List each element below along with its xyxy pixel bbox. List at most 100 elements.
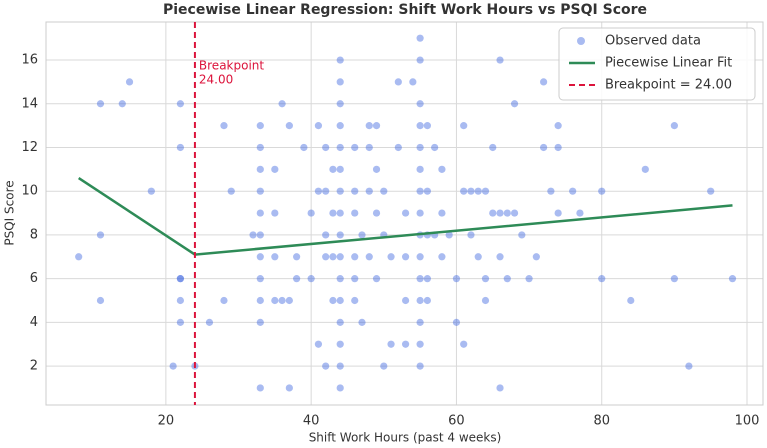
data-point [423, 122, 431, 130]
data-point [401, 209, 410, 217]
y-tick-label: 14 [21, 96, 38, 111]
y-axis-label: PSQI Score [3, 180, 17, 245]
data-point [358, 318, 366, 326]
data-point [271, 296, 279, 305]
data-point [423, 296, 431, 305]
data-point [438, 253, 446, 261]
data-point [372, 122, 381, 130]
data-point [322, 143, 330, 152]
data-point [474, 253, 482, 261]
data-point [380, 362, 388, 370]
data-point [336, 318, 344, 326]
data-point [336, 340, 344, 348]
data-point [641, 165, 649, 173]
data-point [147, 187, 155, 195]
data-point [365, 143, 373, 152]
data-point [467, 187, 475, 195]
data-point [416, 100, 424, 108]
data-point [176, 100, 184, 108]
legend-label: Breakpoint = 24.00 [605, 78, 732, 93]
data-point [285, 384, 293, 392]
data-point [336, 187, 344, 195]
data-point [336, 362, 344, 370]
data-point [125, 78, 134, 86]
data-point [496, 209, 504, 217]
data-point [336, 100, 344, 108]
data-point [525, 275, 533, 283]
data-point [256, 275, 264, 283]
data-point [176, 275, 184, 283]
data-point [423, 187, 431, 195]
data-point [96, 231, 105, 239]
data-point [256, 253, 264, 261]
data-point [416, 187, 424, 195]
data-point [431, 143, 439, 152]
data-point [329, 296, 337, 305]
data-point [220, 296, 228, 305]
data-point [336, 231, 344, 239]
data-point [416, 34, 424, 42]
data-point [372, 165, 381, 173]
data-point [322, 362, 330, 370]
data-point [307, 209, 315, 217]
data-point [336, 56, 344, 64]
data-point [336, 384, 344, 392]
data-point [481, 296, 490, 305]
data-point [351, 209, 359, 217]
data-point [271, 253, 279, 261]
chart-title: Piecewise Linear Regression: Shift Work … [163, 2, 647, 18]
data-point [249, 231, 257, 239]
breakpoint-annotation: 24.00 [199, 73, 233, 87]
data-point [489, 209, 497, 217]
data-point [416, 56, 424, 64]
data-point [401, 296, 410, 305]
data-point [496, 384, 504, 392]
data-point [314, 122, 323, 130]
data-point [387, 340, 395, 348]
data-point [351, 275, 359, 283]
data-point [445, 231, 453, 239]
data-point [336, 253, 344, 261]
data-point [205, 318, 214, 326]
data-point [554, 209, 562, 217]
data-point [416, 296, 424, 305]
data-point [314, 187, 323, 195]
data-point [416, 122, 424, 130]
data-point [256, 122, 264, 130]
data-point [576, 209, 584, 217]
data-point [438, 165, 446, 173]
data-point [336, 78, 344, 86]
data-point [271, 165, 279, 173]
plot-frame [45, 21, 764, 406]
data-point [416, 318, 424, 326]
data-point [336, 122, 344, 130]
data-point [256, 187, 264, 195]
data-point [278, 100, 286, 108]
y-tick-label: 12 [21, 140, 38, 155]
data-point [452, 275, 461, 283]
data-point [532, 253, 540, 261]
data-point [307, 275, 315, 283]
y-tick-label: 2 [30, 359, 38, 374]
data-point [322, 187, 330, 195]
data-point [503, 275, 511, 283]
legend-box [558, 27, 756, 101]
data-point [336, 165, 344, 173]
data-point [489, 143, 497, 152]
data-point [728, 275, 737, 283]
data-point [394, 143, 402, 152]
data-point [481, 275, 490, 283]
y-tick-label: 8 [30, 227, 38, 242]
data-point [329, 253, 337, 261]
data-point [460, 187, 468, 195]
data-point [278, 296, 286, 305]
data-point [176, 296, 184, 305]
data-point [416, 253, 424, 261]
data-point [118, 100, 126, 108]
data-point [220, 122, 228, 130]
data-point [227, 187, 235, 195]
data-point [285, 122, 293, 130]
data-point [256, 384, 264, 392]
data-point [707, 187, 715, 195]
data-point [372, 209, 381, 217]
